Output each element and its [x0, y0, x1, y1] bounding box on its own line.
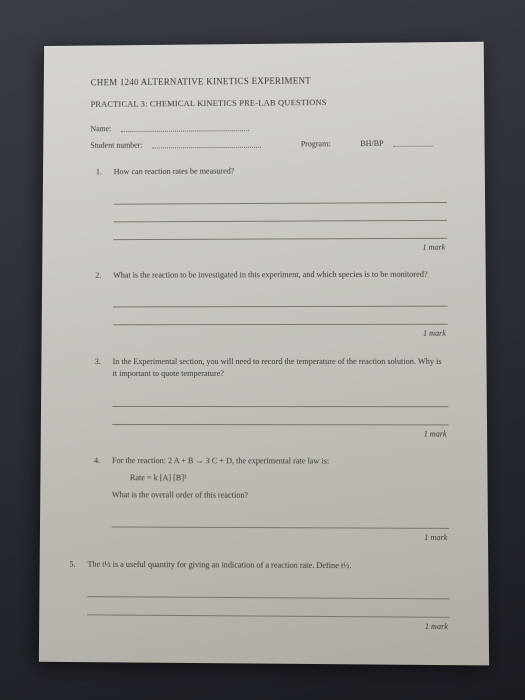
program-field[interactable] [393, 137, 433, 146]
question-3: 3. In the Experimental section, you will… [88, 355, 448, 439]
q4-rate: Rate = k [A] [B]³ [112, 472, 449, 486]
q4-num: 4. [88, 455, 101, 542]
answer-line[interactable] [113, 222, 447, 239]
answer-line[interactable] [112, 512, 450, 530]
question-1: 1. How can reaction rates be measured? 1… [90, 164, 448, 254]
q2-mark: 1 mark [113, 328, 448, 340]
answer-line[interactable] [113, 205, 447, 222]
answer-line[interactable] [87, 581, 449, 599]
name-label: Name: [90, 124, 111, 135]
question-5: 5. The t½ is a useful quantity for givin… [63, 558, 450, 633]
section-title: PRACTICAL 3: CHEMICAL KINETICS PRE-LAB Q… [91, 96, 447, 111]
answer-line[interactable] [112, 391, 448, 407]
program-label: Program: [301, 138, 331, 149]
answer-line[interactable] [112, 409, 448, 425]
studentnum-field[interactable] [152, 139, 261, 149]
answer-line[interactable] [87, 599, 450, 618]
studentnum-row: Student number: Program: BH/BP [90, 137, 446, 150]
q2-num: 2. [89, 270, 101, 340]
q3-mark: 1 mark [112, 428, 448, 440]
q1-num: 1. [90, 166, 102, 254]
name-row: Name: [90, 121, 446, 135]
answer-line[interactable] [113, 291, 448, 308]
name-field[interactable] [121, 123, 249, 133]
answer-line[interactable] [113, 309, 448, 326]
q4-sub: What is the overall order of this reacti… [112, 489, 449, 503]
q3-text: In the Experimental section, you will ne… [113, 355, 449, 381]
q4-mark: 1 mark [112, 531, 450, 544]
question-4: 4. For the reaction: 2 A + B → 3 C + D, … [88, 455, 450, 543]
q5-text: The t½ is a useful quantity for giving a… [87, 558, 449, 573]
q1-text: How can reaction rates be measured? [114, 164, 447, 179]
question-2: 2. What is the reaction to be investigat… [89, 268, 448, 339]
worksheet-page: CHEM 1240 ALTERNATIVE KINETICS EXPERIMEN… [39, 42, 489, 666]
program-value: BH/BP [360, 138, 383, 149]
q5-num: 5. [63, 558, 76, 630]
q5-mark: 1 mark [87, 619, 450, 633]
q4-text: For the reaction: 2 A + B → 3 C + D, the… [112, 455, 449, 469]
q1-mark: 1 mark [113, 241, 447, 253]
studentnum-label: Student number: [90, 139, 142, 150]
course-title: CHEM 1240 ALTERNATIVE KINETICS EXPERIMEN… [91, 73, 446, 88]
q2-text: What is the reaction to be investigated … [113, 268, 447, 282]
q3-num: 3. [88, 356, 100, 439]
answer-line[interactable] [114, 187, 447, 205]
